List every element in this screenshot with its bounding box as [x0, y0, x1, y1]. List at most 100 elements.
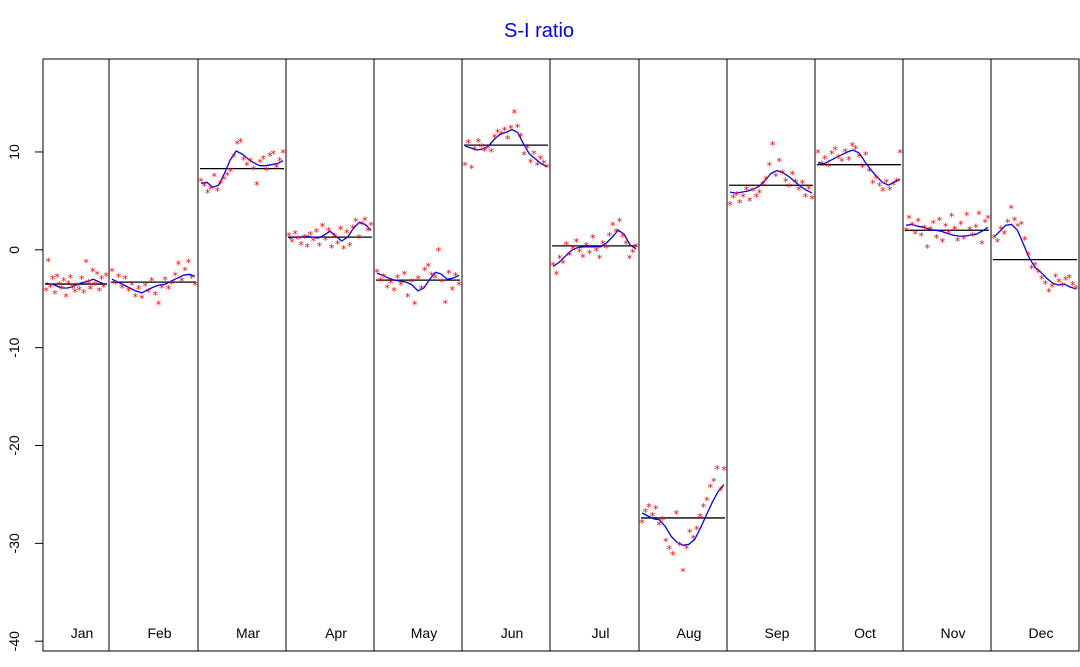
data-point: * — [714, 463, 720, 476]
data-point: * — [247, 156, 253, 169]
panels-group: ****************************Jan*********… — [43, 59, 1079, 651]
data-point: * — [691, 533, 697, 546]
data-point: * — [43, 285, 49, 298]
data-point: * — [169, 278, 175, 291]
smooth-line — [45, 278, 107, 289]
data-point: * — [853, 143, 859, 156]
data-point: * — [897, 147, 903, 160]
data-point: * — [292, 228, 298, 241]
data-point: * — [123, 273, 129, 286]
data-point: * — [1066, 272, 1072, 285]
data-point: * — [228, 166, 234, 179]
data-point: * — [731, 192, 737, 205]
data-point: * — [991, 232, 997, 245]
data-point: * — [573, 236, 579, 249]
data-point: * — [179, 275, 185, 288]
data-point: * — [687, 527, 693, 540]
data-point: * — [849, 140, 855, 153]
data-point: * — [172, 269, 178, 282]
data-point: * — [783, 175, 789, 188]
data-point: * — [462, 160, 468, 173]
data-point: * — [554, 268, 560, 281]
data-point: * — [308, 229, 314, 242]
data-point: * — [385, 282, 391, 295]
panel-feb: **************************Feb — [109, 257, 198, 642]
data-point: * — [694, 524, 700, 537]
data-point: * — [1015, 220, 1021, 233]
data-point: * — [77, 284, 83, 297]
data-point: * — [215, 185, 221, 198]
data-point: * — [1025, 250, 1031, 263]
data-point: * — [344, 227, 350, 240]
data-point: * — [139, 293, 145, 306]
data-point: * — [718, 485, 724, 498]
data-point: * — [286, 230, 292, 243]
data-point: * — [156, 299, 162, 312]
data-point: * — [353, 215, 359, 228]
data-point: * — [45, 256, 51, 269]
data-point: * — [511, 107, 517, 120]
data-point: * — [750, 185, 756, 198]
data-point: * — [903, 225, 909, 238]
data-point: * — [928, 224, 934, 237]
data-point: * — [577, 246, 583, 259]
month-label: Sep — [765, 625, 790, 641]
data-point: * — [873, 172, 879, 185]
data-point: * — [793, 176, 799, 189]
data-point: * — [593, 245, 599, 258]
data-point: * — [753, 191, 759, 204]
data-point: * — [884, 176, 890, 189]
panel-mar: **************************Mar — [198, 136, 286, 641]
data-point: * — [311, 235, 317, 248]
data-point: * — [843, 146, 849, 159]
data-point: * — [815, 147, 821, 160]
data-point: * — [301, 232, 307, 245]
data-point: * — [57, 279, 63, 292]
data-point: * — [391, 285, 397, 298]
data-point: * — [1002, 228, 1008, 241]
panel-may: *************************May — [374, 245, 462, 641]
data-point: * — [617, 215, 623, 228]
data-point: * — [1022, 234, 1028, 247]
data-point: * — [101, 281, 107, 294]
data-point: * — [251, 164, 257, 177]
data-point: * — [931, 217, 937, 230]
smooth-line — [905, 223, 989, 237]
smooth-line — [993, 223, 1077, 290]
data-point: * — [97, 285, 103, 298]
data-point: * — [505, 133, 511, 146]
data-point: * — [320, 220, 326, 233]
data-point: * — [113, 278, 119, 291]
panel-aug: *************************Aug — [639, 463, 727, 641]
data-point: * — [329, 242, 335, 255]
smooth-line — [641, 484, 725, 546]
data-point: * — [341, 243, 347, 256]
data-point: * — [839, 156, 845, 169]
data-point: * — [1063, 274, 1069, 287]
data-point: * — [1043, 278, 1049, 291]
data-point: * — [912, 228, 918, 241]
data-point: * — [439, 276, 445, 289]
data-point: * — [952, 223, 958, 236]
data-point: * — [277, 155, 283, 168]
data-point: * — [52, 288, 58, 301]
data-point: * — [368, 219, 374, 232]
data-point: * — [967, 224, 973, 237]
data-point: * — [856, 151, 862, 164]
data-point: * — [560, 258, 566, 271]
data-point: * — [677, 539, 683, 552]
month-label: Jul — [592, 625, 610, 641]
panel-dec: *************************Dec — [991, 203, 1079, 641]
month-label: Dec — [1029, 625, 1054, 641]
data-point: * — [557, 253, 563, 266]
data-point: * — [205, 187, 211, 200]
data-point: * — [335, 238, 341, 251]
data-point: * — [633, 241, 639, 254]
data-point: * — [890, 179, 896, 192]
data-point: * — [495, 126, 501, 139]
data-point: * — [479, 141, 485, 154]
data-point: * — [419, 283, 425, 296]
data-point: * — [1036, 266, 1042, 279]
month-label: Jan — [71, 625, 94, 641]
data-point: * — [347, 240, 353, 253]
